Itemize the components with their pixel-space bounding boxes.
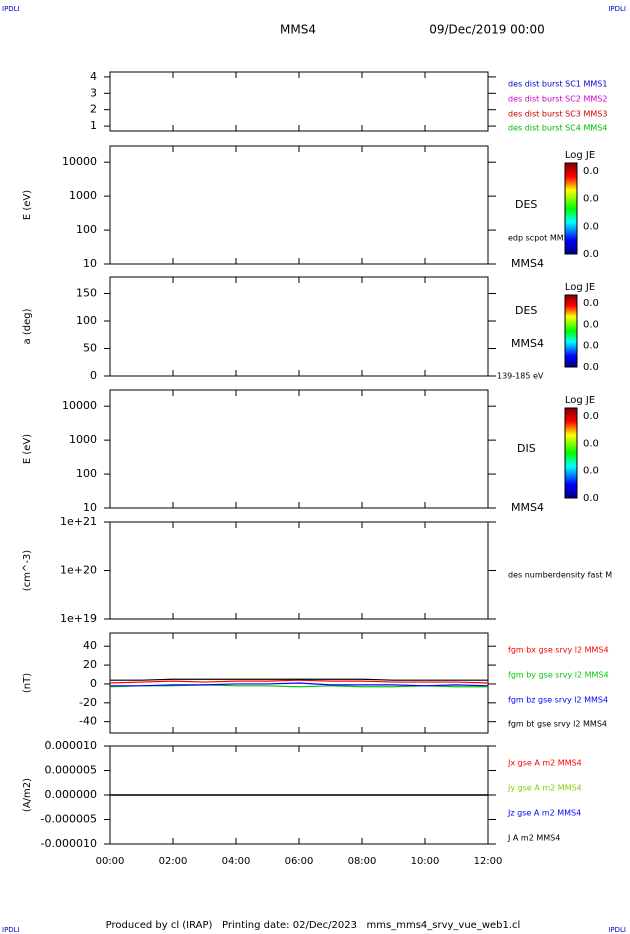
legend-entry: Jx gse A m2 MMS4: [507, 759, 582, 768]
colorbar-tick-label: 0.0: [583, 194, 599, 205]
panel-label: des dist burst SC3 MMS3: [508, 110, 607, 119]
panel-label: 139-185 eV: [497, 372, 544, 381]
y-tick-label: 100: [76, 314, 97, 327]
panel-label: MMS4: [511, 501, 544, 514]
footer-text: Produced by cl (IRAP) Printing date: 02/…: [106, 920, 521, 931]
x-tick-label: 12:00: [474, 856, 503, 867]
y-tick-label: 1000: [69, 189, 97, 202]
panel-label: des dist burst SC2 MMS2: [508, 95, 607, 104]
y-tick-label: 4: [90, 70, 97, 83]
panel-label: DIS: [517, 442, 536, 455]
y-tick-label: -20: [79, 696, 97, 709]
corner-tag: IPDLI: [2, 5, 20, 13]
y-axis-label: (cm^-3): [22, 550, 33, 591]
colorbar-tick-label: 0.0: [583, 298, 599, 309]
colorbar-tick-label: 0.0: [583, 319, 599, 330]
y-axis-label: (A/m2): [22, 778, 33, 812]
y-tick-label: 1: [90, 119, 97, 132]
date-title: 09/Dec/2019 00:00: [429, 23, 545, 37]
panel-frame: [109, 389, 489, 509]
y-tick-label: -40: [79, 715, 97, 728]
colorbar-tick-label: 0.0: [583, 438, 599, 449]
colorbar-tick-label: 0.0: [583, 166, 599, 177]
panel-frame: [109, 71, 489, 132]
data-line: [110, 682, 489, 687]
panel-frame: [109, 145, 489, 265]
corner-tag: IPDLI: [608, 5, 626, 13]
colorbar-tick-label: 0.0: [583, 466, 599, 477]
y-tick-label: -0.000005: [41, 813, 97, 826]
panel-frame: [109, 276, 489, 377]
panel-label: des dist burst SC4 MMS4: [508, 124, 607, 133]
panel-label: des dist burst SC1 MMS1: [508, 80, 607, 89]
panel-frame: [109, 521, 489, 620]
x-tick-label: 08:00: [348, 856, 377, 867]
corner-tag: IPDLI: [608, 926, 626, 934]
panel-label: DES: [515, 198, 537, 211]
y-tick-label: 100: [76, 223, 97, 236]
y-tick-label: 0.000010: [45, 739, 98, 752]
y-tick-label: -0.000010: [41, 837, 97, 850]
colorbar-title: Log JE: [565, 395, 595, 406]
panel-label: MMS4: [511, 337, 544, 350]
x-tick-label: 06:00: [285, 856, 314, 867]
y-tick-label: 10000: [62, 399, 97, 412]
colorbar-tick-label: 0.0: [583, 341, 599, 352]
legend-entry: Jz gse A m2 MMS4: [507, 809, 581, 818]
colorbar: [564, 294, 578, 368]
spacecraft-title: MMS4: [280, 23, 316, 37]
y-tick-label: 1e+21: [60, 515, 97, 528]
panel-label: DES: [515, 304, 537, 317]
x-tick-label: 10:00: [411, 856, 440, 867]
colorbar-tick-label: 0.0: [583, 493, 599, 504]
colorbar-tick-label: 0.0: [583, 249, 599, 260]
x-tick-label: 02:00: [159, 856, 188, 867]
colorbar: [564, 407, 578, 499]
y-tick-label: 1e+19: [60, 612, 97, 625]
y-tick-label: 0.000005: [45, 764, 98, 777]
legend-entry: Jy gse A m2 MMS4: [507, 784, 582, 793]
colorbar-title: Log JE: [565, 150, 595, 161]
colorbar: [564, 162, 578, 255]
colorbar-title: Log JE: [565, 282, 595, 293]
y-tick-label: 1000: [69, 433, 97, 446]
legend-entry: fgm bt gse srvy l2 MMS4: [508, 720, 607, 729]
y-tick-label: 10000: [62, 155, 97, 168]
colorbar-tick-label: 0.0: [583, 411, 599, 422]
y-tick-label: 150: [76, 287, 97, 300]
y-axis-label: (nT): [22, 673, 33, 693]
corner-tag: IPDLI: [2, 926, 20, 934]
y-tick-label: 20: [83, 658, 97, 671]
y-tick-label: 10: [83, 257, 97, 270]
legend-entry: fgm by gse srvy l2 MMS4: [508, 671, 609, 680]
panel-label: des numberdensity fast M: [508, 571, 612, 580]
x-tick-label: 00:00: [96, 856, 125, 867]
y-tick-label: 50: [83, 342, 97, 355]
legend-entry: J A m2 MMS4: [507, 834, 560, 843]
y-tick-label: 0: [90, 677, 97, 690]
y-tick-label: 0: [90, 369, 97, 382]
x-tick-label: 04:00: [222, 856, 251, 867]
y-tick-label: 3: [90, 86, 97, 99]
legend-entry: fgm bz gse srvy l2 MMS4: [508, 696, 608, 705]
y-tick-label: 1e+20: [60, 564, 97, 577]
y-axis-label: a (deg): [22, 308, 33, 344]
data-line: [109, 679, 489, 684]
y-tick-label: 40: [83, 639, 97, 652]
y-tick-label: 0.000000: [45, 788, 98, 801]
colorbar-tick-label: 0.0: [583, 221, 599, 232]
panel-label: edp scpot MMS4: [508, 234, 574, 243]
legend-entry: fgm bx gse srvy l2 MMS4: [508, 646, 609, 655]
y-axis-label: E (eV): [22, 434, 33, 464]
panel-label: MMS4: [511, 257, 544, 270]
colorbar-tick-label: 0.0: [583, 362, 599, 373]
data-line: [110, 678, 488, 681]
y-tick-label: 10: [83, 501, 97, 514]
y-tick-label: 2: [90, 103, 97, 116]
y-tick-label: 100: [76, 467, 97, 480]
y-axis-label: E (eV): [22, 190, 33, 220]
